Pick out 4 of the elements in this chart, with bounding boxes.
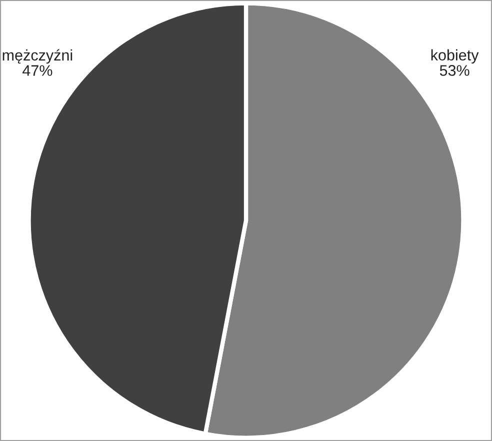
data-label: 47% <box>22 65 52 76</box>
data-label: 53% <box>440 65 470 76</box>
slice-label: kobiety <box>431 49 479 64</box>
slice-label: mężczyźni <box>2 49 72 64</box>
